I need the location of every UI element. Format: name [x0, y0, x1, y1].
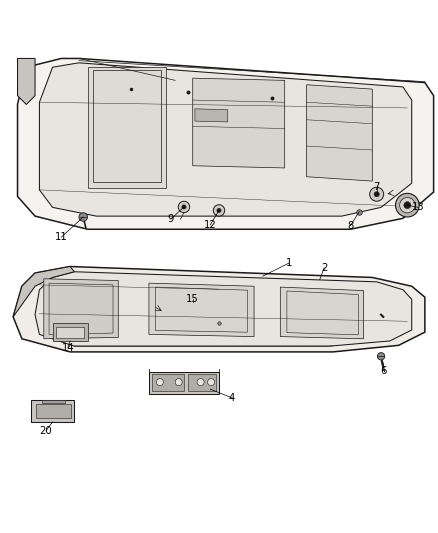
- Text: 2: 2: [321, 263, 327, 273]
- Circle shape: [208, 378, 215, 386]
- Text: 4: 4: [229, 393, 235, 403]
- Text: 13: 13: [412, 203, 424, 212]
- Polygon shape: [56, 327, 84, 338]
- Text: 15: 15: [186, 294, 199, 304]
- Text: 7: 7: [374, 182, 380, 192]
- Circle shape: [404, 201, 411, 209]
- Text: 12: 12: [204, 220, 217, 230]
- Polygon shape: [280, 287, 364, 339]
- Circle shape: [374, 191, 379, 197]
- Text: 9: 9: [168, 214, 174, 224]
- Polygon shape: [88, 67, 166, 188]
- Text: 14: 14: [62, 343, 74, 352]
- Circle shape: [370, 187, 384, 201]
- Text: 6: 6: [380, 366, 386, 376]
- Polygon shape: [152, 374, 184, 391]
- Polygon shape: [42, 400, 65, 403]
- Polygon shape: [35, 272, 412, 346]
- Circle shape: [79, 213, 88, 221]
- Polygon shape: [13, 266, 74, 317]
- Circle shape: [178, 201, 190, 213]
- Polygon shape: [53, 324, 88, 341]
- Polygon shape: [18, 59, 434, 229]
- Circle shape: [197, 378, 204, 386]
- Text: 11: 11: [55, 232, 68, 242]
- Polygon shape: [149, 283, 254, 336]
- Polygon shape: [18, 59, 35, 104]
- Circle shape: [399, 198, 415, 213]
- Polygon shape: [195, 109, 228, 122]
- Circle shape: [213, 205, 225, 216]
- Polygon shape: [36, 403, 71, 418]
- Polygon shape: [44, 279, 118, 339]
- Text: 1: 1: [286, 258, 292, 268]
- Polygon shape: [307, 85, 372, 181]
- Circle shape: [175, 378, 182, 386]
- Circle shape: [182, 205, 186, 209]
- Polygon shape: [149, 372, 219, 393]
- Text: 20: 20: [40, 426, 52, 436]
- Circle shape: [396, 193, 419, 217]
- Polygon shape: [188, 374, 216, 391]
- Circle shape: [378, 353, 385, 360]
- Polygon shape: [193, 78, 285, 168]
- Text: 8: 8: [347, 221, 353, 231]
- Circle shape: [156, 378, 163, 386]
- Circle shape: [217, 208, 221, 213]
- Polygon shape: [39, 63, 412, 216]
- Polygon shape: [31, 400, 74, 422]
- Polygon shape: [13, 266, 425, 352]
